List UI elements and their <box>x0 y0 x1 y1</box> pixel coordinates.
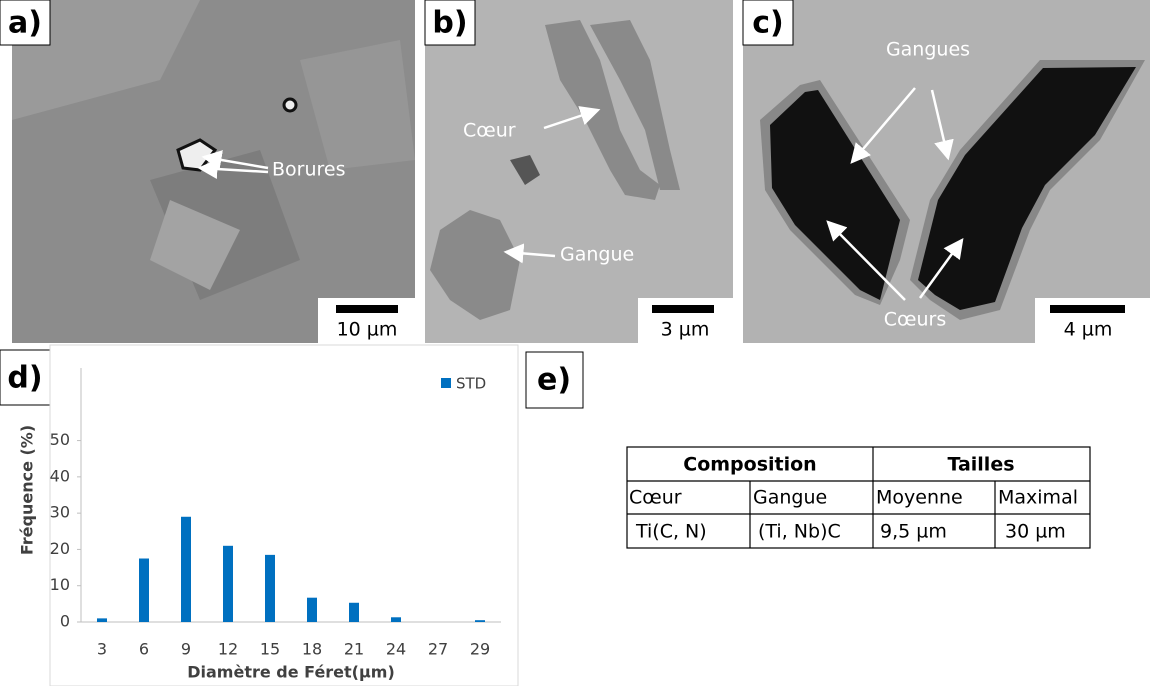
bar <box>223 545 233 622</box>
x-tick-label: 21 <box>344 640 364 659</box>
x-tick-label: 15 <box>260 640 280 659</box>
arrow <box>543 106 601 130</box>
x-tick-label: 18 <box>302 640 322 659</box>
table-cell: Gangue <box>753 487 827 509</box>
annotation: Cœurs <box>884 309 946 331</box>
panel-label: d) <box>7 361 42 396</box>
x-tick-label: 29 <box>470 640 490 659</box>
bar <box>97 618 107 622</box>
x-tick-label: 9 <box>181 640 191 659</box>
panel-label: c) <box>752 6 784 41</box>
arrow <box>918 237 964 299</box>
y-axis-title: Fréquence (%) <box>18 425 37 555</box>
scale-label: 10 µm <box>337 319 398 341</box>
bar <box>139 558 149 622</box>
bar <box>475 620 485 622</box>
table-cell: Ti(C, N) <box>635 521 707 543</box>
bar <box>307 597 317 622</box>
table-cell: Maximal <box>998 487 1078 509</box>
x-tick-label: 6 <box>139 640 149 659</box>
legend-swatch <box>441 378 451 388</box>
arrow <box>197 159 269 180</box>
scale-label: 4 µm <box>1064 319 1113 341</box>
bar <box>265 554 275 622</box>
table-header: Composition <box>683 454 816 476</box>
bar <box>181 516 191 622</box>
table-cell: Cœur <box>629 487 682 509</box>
y-tick-label: 30 <box>50 503 70 522</box>
arrow <box>826 220 906 301</box>
panel-label: e) <box>537 363 571 398</box>
table-cell: 30 µm <box>1005 521 1066 543</box>
arrow <box>201 150 269 170</box>
arrow <box>930 89 954 161</box>
table-cell: Moyenne <box>876 487 963 509</box>
arrow <box>503 243 556 264</box>
x-tick-label: 3 <box>97 640 107 659</box>
table-header: Tailles <box>947 454 1014 476</box>
table-cell: 9,5 µm <box>880 521 947 543</box>
annotation: Gangue <box>560 244 634 266</box>
annotation: Borures <box>272 159 346 181</box>
bar <box>349 602 359 622</box>
y-tick-label: 40 <box>50 466 70 485</box>
x-tick-label: 24 <box>386 640 406 659</box>
y-tick-label: 10 <box>50 575 70 594</box>
x-tick-label: 12 <box>218 640 238 659</box>
table-cell: (Ti, Nb)C <box>758 521 841 543</box>
y-tick-label: 20 <box>50 539 70 558</box>
panel-label: a) <box>8 6 42 41</box>
panel-label: b) <box>432 6 467 41</box>
scale-label: 3 µm <box>661 319 710 341</box>
x-tick-label: 27 <box>428 640 448 659</box>
y-tick-label: 50 <box>50 430 70 449</box>
annotation: Cœur <box>463 120 516 142</box>
y-tick-label: 0 <box>60 612 70 631</box>
annotation: Gangues <box>886 39 970 61</box>
arrow <box>850 87 916 164</box>
bar <box>391 617 401 622</box>
legend-label: STD <box>456 375 486 393</box>
x-axis-title: Diamètre de Féret(µm) <box>187 663 395 682</box>
